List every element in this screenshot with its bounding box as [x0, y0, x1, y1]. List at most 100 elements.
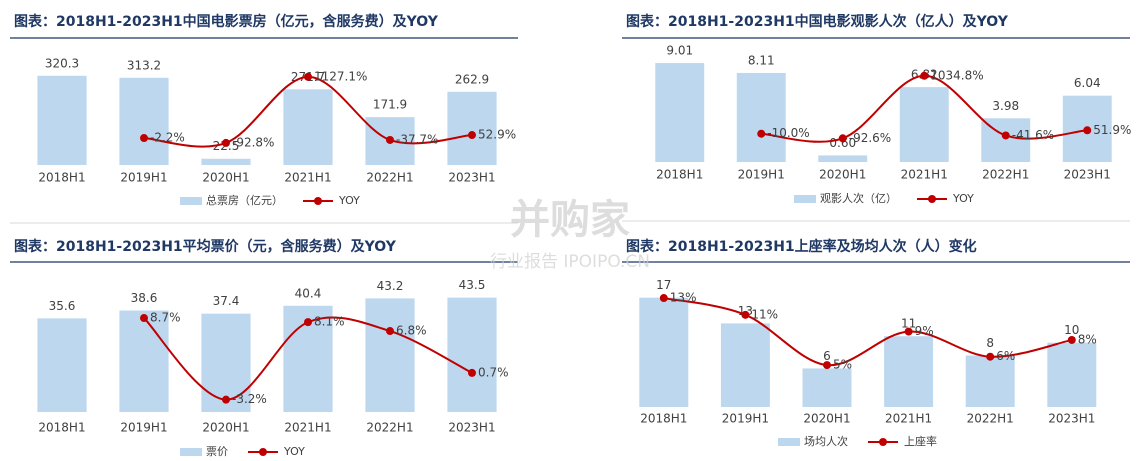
line-marker — [304, 318, 312, 327]
chart-title: 图表：2018H1-2023H1中国电影票房（亿元，含服务费）及YOY — [14, 13, 439, 30]
bar — [447, 91, 497, 165]
line-marker — [904, 327, 913, 336]
bar — [736, 72, 786, 162]
bar-label: 43.5 — [459, 278, 486, 292]
x-tick-label: 2019H1 — [722, 412, 769, 426]
x-tick-label: 2019H1 — [120, 421, 167, 435]
yoy-line — [143, 316, 473, 401]
line-marker — [986, 352, 995, 361]
x-tick-label: 2022H1 — [366, 171, 413, 185]
bar-label: 9.01 — [666, 44, 693, 58]
x-tick-label: 2020H1 — [202, 171, 249, 185]
x-tick-label: 2018H1 — [38, 421, 85, 435]
bar-label: 11 — [901, 317, 916, 331]
line-marker — [659, 294, 668, 303]
line-label: 0.7% — [478, 365, 509, 379]
bar — [447, 297, 497, 412]
x-tick-label: 2023H1 — [448, 171, 495, 185]
line-marker — [1001, 131, 1010, 140]
x-tick-label: 2022H1 — [366, 421, 413, 435]
x-tick-label: 2019H1 — [738, 168, 785, 182]
bar-label: 262.9 — [455, 72, 489, 86]
bar — [720, 323, 770, 407]
line-label: -92.6% — [849, 131, 891, 145]
line-label: 8.7% — [150, 311, 181, 325]
line-marker — [386, 135, 394, 144]
bar — [655, 63, 705, 162]
legend-swatch — [794, 195, 816, 203]
line-label: 52.9% — [478, 128, 516, 142]
watermark-text: 行业报告 IPOIPO.CN — [490, 252, 650, 272]
legend-marker — [314, 197, 322, 205]
line-marker — [741, 310, 750, 319]
line-marker — [838, 134, 847, 143]
line-marker — [386, 327, 394, 336]
bar-label: 40.4 — [295, 286, 322, 300]
x-tick-label: 2019H1 — [120, 171, 167, 185]
x-tick-label: 2022H1 — [982, 168, 1029, 182]
bar-label: 8 — [986, 336, 994, 350]
bar-label: 38.6 — [131, 291, 158, 305]
x-tick-label: 2022H1 — [967, 412, 1014, 426]
line-label: -3.2% — [232, 392, 267, 406]
line-label: 8.1% — [314, 315, 345, 329]
x-tick-label: 2021H1 — [284, 171, 331, 185]
legend-label: 总票房（亿元） — [206, 193, 283, 207]
bar — [119, 77, 169, 165]
line-label: -37.7% — [396, 132, 438, 146]
legend-swatch — [180, 197, 202, 205]
line-label: 9% — [915, 324, 934, 338]
line-label: 8% — [1078, 332, 1097, 346]
line-label: 11% — [751, 307, 778, 321]
watermark-logo: 并购家 — [510, 197, 630, 243]
bar-label: 10 — [1064, 323, 1079, 337]
x-tick-label: 2021H1 — [284, 421, 331, 435]
x-tick-label: 2018H1 — [38, 171, 85, 185]
line-label: 13% — [670, 291, 697, 305]
bar-label: 313.2 — [127, 58, 161, 72]
x-tick-label: 2023H1 — [448, 421, 495, 435]
line-marker — [468, 131, 476, 140]
bar — [639, 297, 689, 407]
line-label: -2.2% — [150, 131, 185, 145]
line-marker — [468, 368, 476, 377]
line-marker — [920, 71, 929, 80]
legend-marker — [928, 195, 936, 203]
bar — [818, 155, 868, 162]
bar — [119, 310, 169, 412]
line-marker — [1067, 335, 1076, 344]
x-tick-label: 2020H1 — [819, 168, 866, 182]
legend-swatch — [180, 448, 202, 456]
line-label: -10.0% — [767, 126, 809, 140]
legend-label: 场均人次 — [804, 434, 848, 448]
legend-label: YOY — [338, 194, 360, 207]
bar — [283, 89, 333, 165]
line-label: 6% — [996, 349, 1015, 363]
line-label: 1127.1% — [314, 69, 367, 83]
bar — [201, 313, 251, 412]
line-marker — [140, 314, 148, 323]
bar-label: 6.04 — [1074, 76, 1101, 90]
bar — [884, 336, 934, 407]
bar-label: 3.98 — [992, 99, 1019, 113]
x-tick-label: 2018H1 — [656, 168, 703, 182]
bar-label: 171.9 — [373, 98, 407, 112]
line-label: 6.8% — [396, 324, 427, 338]
line-label: 5% — [833, 358, 852, 372]
bar — [899, 87, 949, 162]
yoy-line — [663, 297, 1073, 367]
x-tick-label: 2023H1 — [1064, 168, 1111, 182]
x-tick-label: 2018H1 — [640, 412, 687, 426]
chart-title: 图表：2018H1-2023H1中国电影观影人次（亿人）及YOY — [626, 13, 1009, 30]
x-tick-label: 2021H1 — [885, 412, 932, 426]
line-marker — [823, 361, 831, 370]
bar-label: 320.3 — [45, 56, 79, 70]
bar — [965, 355, 1015, 407]
bar — [37, 75, 87, 165]
bar — [1047, 342, 1097, 407]
line-marker — [1083, 126, 1092, 135]
legend-swatch — [778, 438, 800, 446]
legend-label: 上座率 — [904, 434, 937, 448]
legend-label: 观影人次（亿） — [820, 191, 897, 205]
